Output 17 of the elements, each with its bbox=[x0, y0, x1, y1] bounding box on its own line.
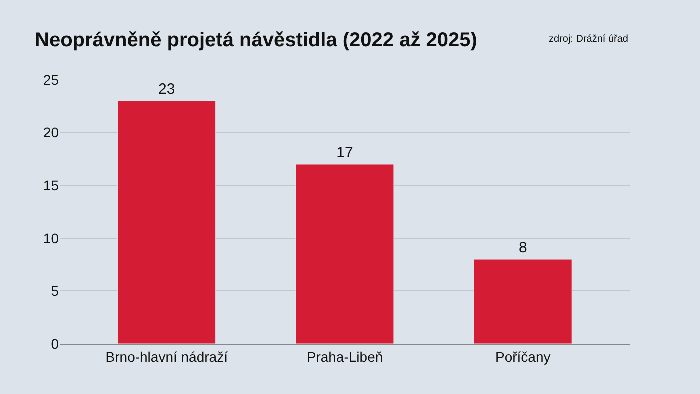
x-tick-label: Praha-Libeň bbox=[306, 348, 384, 365]
data-label: 17 bbox=[336, 144, 354, 162]
y-tick-label: 20 bbox=[43, 124, 60, 141]
y-tick-label: 5 bbox=[51, 283, 60, 300]
y-tick-label: 10 bbox=[43, 230, 60, 246]
chart-title: Neoprávněně projetá návěstidla (2022 až 2025) bbox=[35, 29, 478, 52]
text: zdroj: Drážní úřad bbox=[549, 34, 628, 45]
bar bbox=[474, 259, 572, 344]
bar bbox=[118, 100, 216, 344]
y-tick-label: 25 bbox=[43, 72, 60, 88]
data-label: 23 bbox=[158, 81, 176, 98]
x-tick-label: Poříčany bbox=[496, 348, 551, 365]
x-tick-label: Brno-hlavní nádraží bbox=[106, 348, 228, 365]
y-tick-label: 15 bbox=[43, 178, 60, 194]
data-label: 8 bbox=[518, 240, 528, 257]
y-tick-label: 0 bbox=[51, 336, 60, 352]
bar bbox=[296, 164, 394, 344]
